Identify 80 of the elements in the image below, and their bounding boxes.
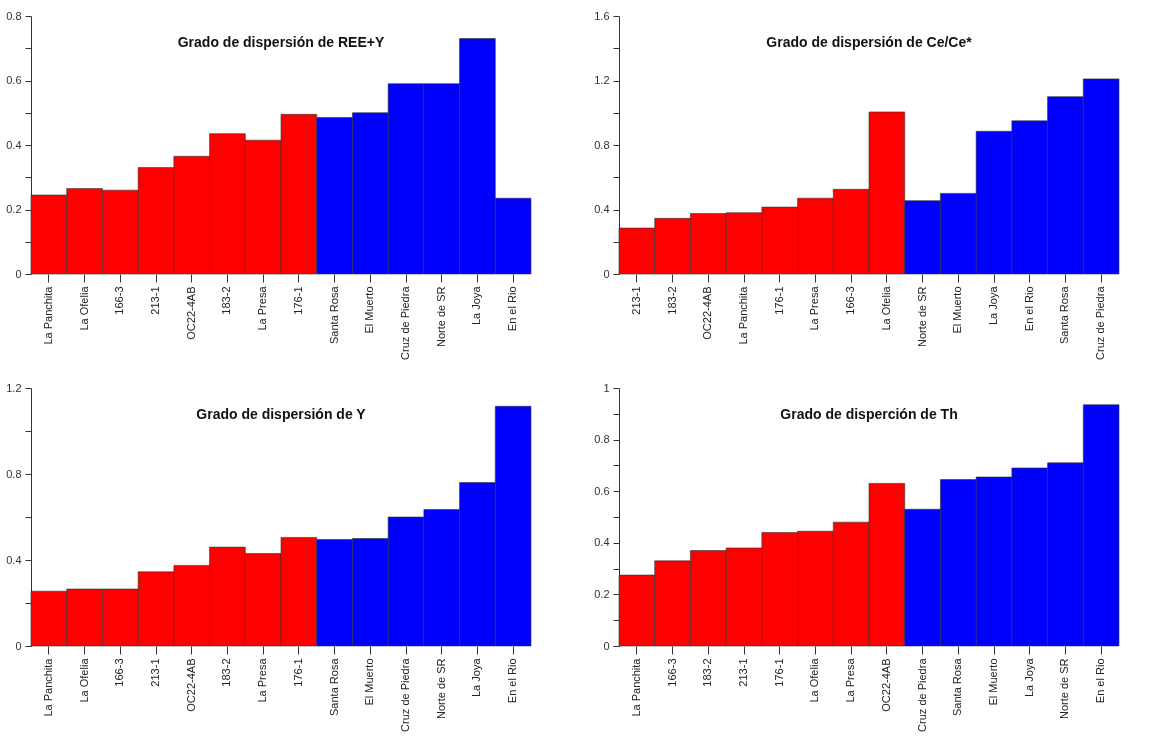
y-tick-label: 0.2 <box>594 587 610 600</box>
x-tick-label: La Panchita <box>41 657 54 717</box>
x-tick-label: La Panchita <box>737 285 749 345</box>
x-tick-label: 176-1 <box>772 286 785 315</box>
x-tick-label: OC22-4AB <box>184 658 197 712</box>
x-tick-label: La Presa <box>256 285 269 331</box>
x-tick-label: La Joya <box>470 285 483 326</box>
x-tick-label: 176-1 <box>772 658 785 687</box>
y-tick-label: 0 <box>15 639 22 652</box>
y-tick-label: 0.8 <box>6 9 22 22</box>
x-tick-label: En el Rio <box>506 658 519 704</box>
x-tick-label: OC22-4AB <box>879 658 892 712</box>
x-tick-label: OC22-4AB <box>701 286 714 340</box>
x-tick-label: 213-1 <box>629 286 642 315</box>
x-tick-label: 176-1 <box>291 658 304 687</box>
x-tick-label: 183-2 <box>220 658 233 687</box>
x-tick-label: 213-1 <box>149 286 161 315</box>
x-tick-label: Cruz de Piedra <box>399 657 411 732</box>
x-tick-label: 183-2 <box>701 658 714 687</box>
x-tick-label: 166-3 <box>844 286 857 315</box>
x-tick-label: 213-1 <box>149 658 161 687</box>
text: Grado de disperción de Th <box>780 406 958 422</box>
x-tick-label: Santa Rosa <box>951 657 964 716</box>
x-tick-label: Cruz de Piedra <box>399 285 411 360</box>
y-tick-label: 0.6 <box>594 484 610 497</box>
x-tick-label: La Presa <box>844 657 857 703</box>
y-tick-label: 0.4 <box>594 203 610 215</box>
y-tick-label: 0.2 <box>6 203 22 215</box>
x-tick-label: La Presa <box>256 657 269 703</box>
y-tick-label: 0.8 <box>594 433 610 446</box>
x-tick-label: En el Rio <box>1022 286 1035 332</box>
x-tick-label: La Presa <box>808 285 821 331</box>
x-tick-label: 176-1 <box>291 286 304 315</box>
x-tick-label: Cruz de Piedra <box>915 657 928 732</box>
x-tick-label: El Muerto <box>987 658 999 706</box>
x-tick-label: Santa Rosa <box>327 285 340 344</box>
x-tick-label: La Panchita <box>629 657 642 717</box>
x-tick-label: 166-3 <box>113 286 126 315</box>
x-tick-label: Norte de SR <box>915 286 928 348</box>
x-tick-label: La Ofelia <box>77 285 90 331</box>
x-tick-label: La Ofelia <box>879 285 892 331</box>
y-tick-label: 0.4 <box>6 553 22 566</box>
text: Grado de dispersión de Ce/Ce* <box>766 34 973 50</box>
x-tick-label: Norte de SR <box>1058 658 1071 720</box>
x-tick-label: En el Rio <box>1094 658 1107 704</box>
x-tick-label: La Joya <box>470 657 483 698</box>
x-tick-label: Santa Rosa <box>327 657 340 716</box>
y-tick-label: 0.8 <box>594 138 610 151</box>
y-tick-label: 1.2 <box>594 74 610 86</box>
x-tick-label: En el Rio <box>506 286 519 332</box>
y-tick-label: 1 <box>603 381 610 394</box>
x-tick-label: 166-3 <box>113 658 126 687</box>
text: Grado de dispersión de Y <box>196 406 367 422</box>
x-tick-label: La Joya <box>1022 657 1035 698</box>
x-tick-label: La Ofelia <box>77 657 90 703</box>
x-tick-label: 213-1 <box>737 658 749 687</box>
x-tick-label: 166-3 <box>665 658 678 687</box>
y-tick-label: 0.6 <box>6 74 22 86</box>
y-tick-label: 0 <box>15 267 22 280</box>
y-tick-label: 0 <box>603 639 610 652</box>
y-tick-label: 1.2 <box>6 381 22 394</box>
y-tick-label: 0.4 <box>594 536 610 549</box>
y-tick-label: 0 <box>603 267 610 280</box>
x-tick-label: La Ofelia <box>808 657 821 703</box>
y-tick-label: 0.8 <box>6 467 22 480</box>
x-tick-label: Norte de SR <box>434 286 447 348</box>
x-tick-label: El Muerto <box>363 286 376 334</box>
x-tick-label: Santa Rosa <box>1058 285 1071 344</box>
x-tick-label: 183-2 <box>665 286 678 315</box>
x-tick-label: OC22-4AB <box>184 286 197 340</box>
y-tick-label: 1.6 <box>594 9 610 22</box>
x-tick-label: 183-2 <box>220 286 233 315</box>
x-tick-label: La Panchita <box>41 285 54 345</box>
x-tick-label: El Muerto <box>363 658 376 706</box>
y-tick-label: 0.4 <box>6 138 22 151</box>
x-tick-label: La Joya <box>987 285 999 326</box>
text: Grado de dispersión de REE+Y <box>177 34 385 50</box>
x-tick-label: Norte de SR <box>434 658 447 720</box>
x-tick-label: Cruz de Piedra <box>1094 285 1107 360</box>
x-tick-label: El Muerto <box>951 286 964 334</box>
